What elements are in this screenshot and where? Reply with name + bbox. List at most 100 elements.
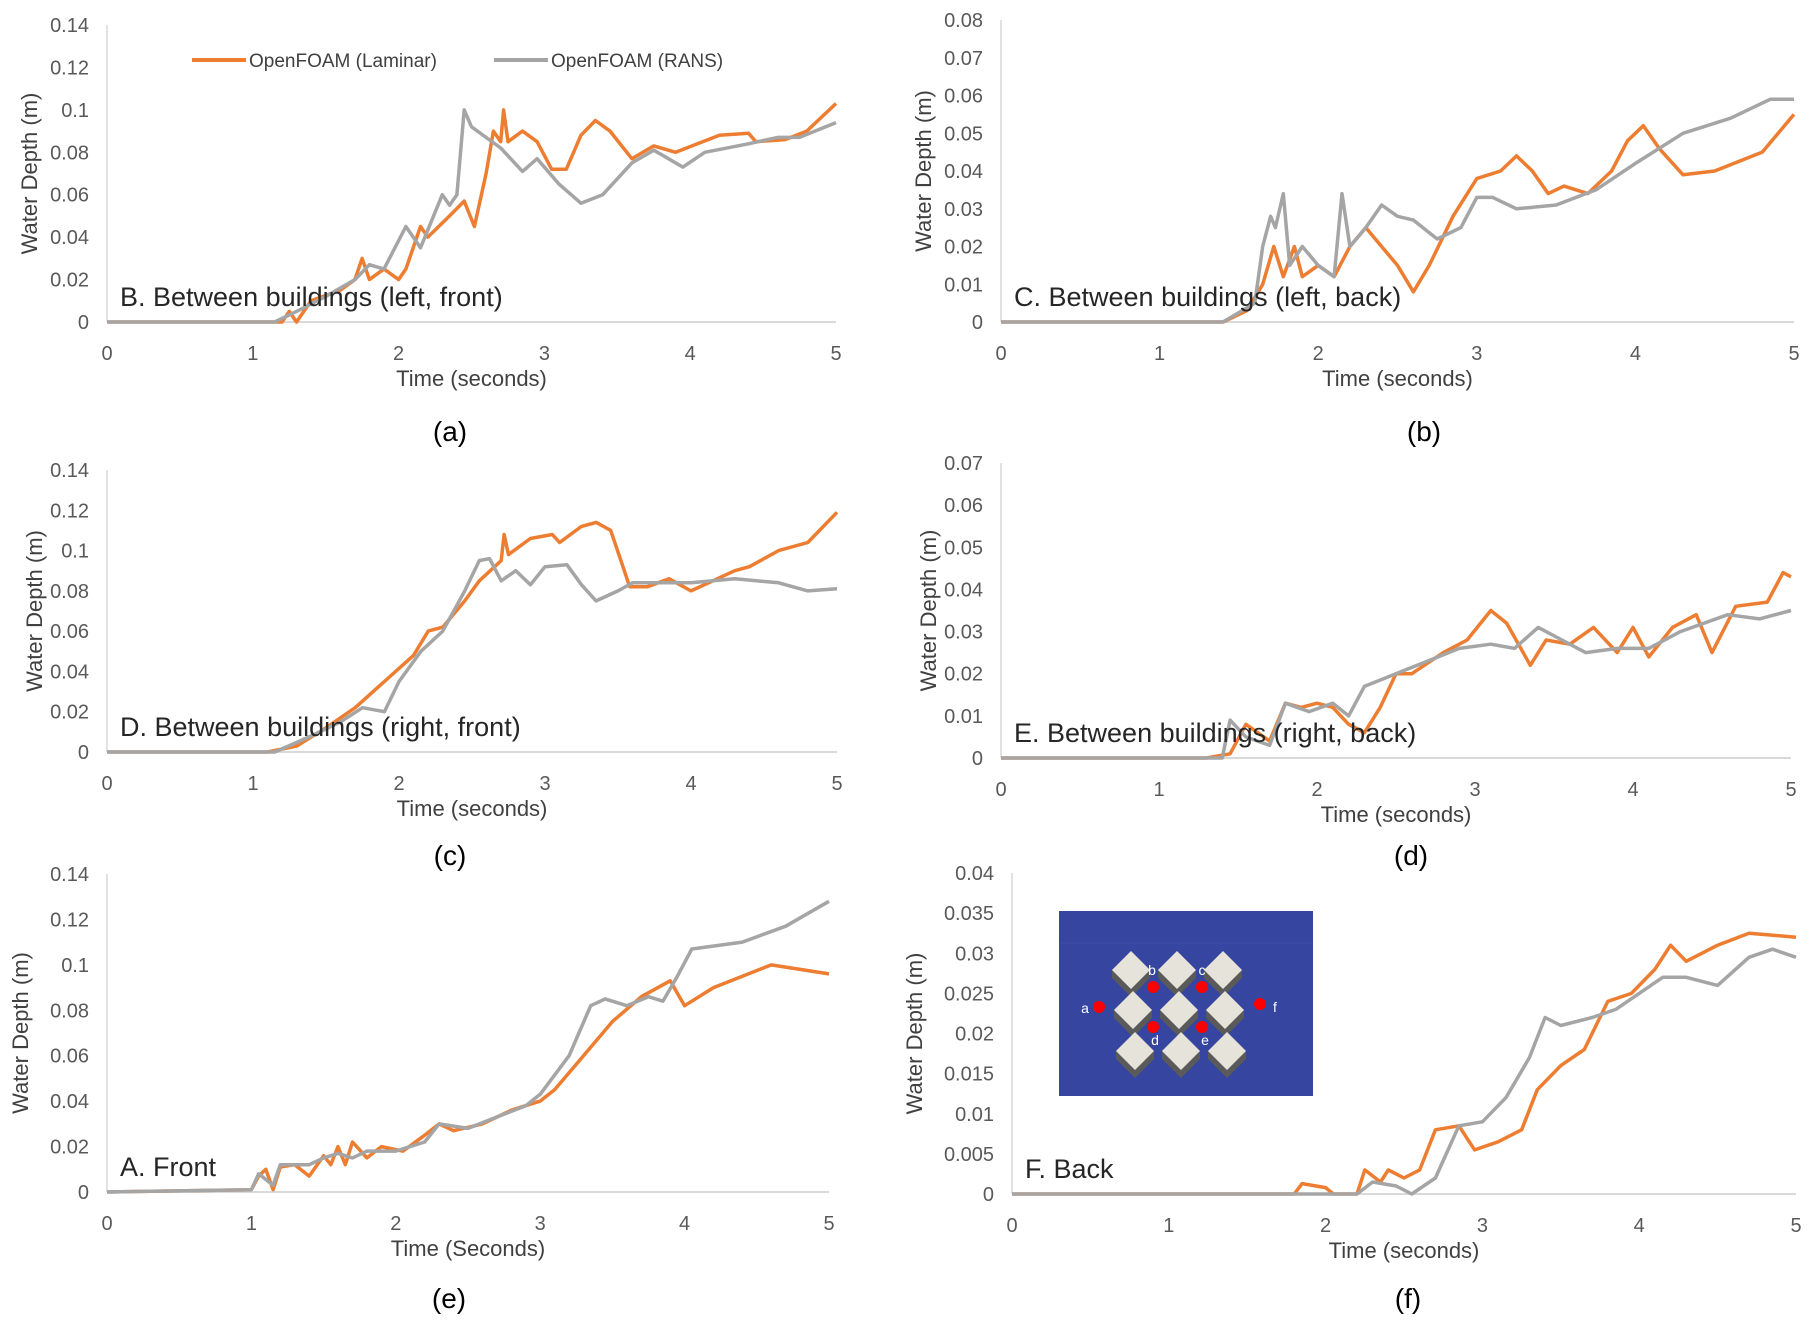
x-tick-label: 4 (1634, 1215, 1645, 1237)
y-axis-title: Water Depth (m) (8, 952, 33, 1114)
x-tick-label: 5 (831, 773, 842, 795)
x-tick-label: 2 (390, 1213, 401, 1235)
y-tick-label: 0 (983, 1184, 994, 1206)
y-axis-title: Water Depth (m) (911, 90, 936, 252)
y-tick-label: 0 (78, 742, 89, 764)
y-tick-label: 0.06 (50, 1046, 89, 1068)
x-tick-label: 1 (246, 1213, 257, 1235)
panel-caption: (d) (1394, 840, 1428, 871)
y-tick-label: 0.05 (944, 537, 983, 559)
probe-marker (1196, 981, 1208, 993)
panel-caption: (c) (434, 840, 467, 871)
x-tick-label: 5 (823, 1213, 834, 1235)
x-tick-label: 4 (679, 1213, 690, 1235)
x-tick-label: 5 (1788, 343, 1799, 365)
y-tick-label: 0.06 (944, 495, 983, 517)
x-tick-label: 3 (1477, 1215, 1488, 1237)
y-tick-label: 0.025 (944, 983, 994, 1005)
x-tick-label: 0 (1006, 1215, 1017, 1237)
y-tick-label: 0.01 (944, 274, 983, 296)
x-tick-label: 1 (1163, 1215, 1174, 1237)
chart-panel-f: 0 0.005 0.01 0.015 0.02 0.025 0.03 0.035 0.04 0 1 2… (902, 863, 1802, 1314)
panel-annotation: A. Front (120, 1152, 217, 1182)
x-tick-label: 3 (1469, 779, 1480, 801)
y-tick-label: 0.12 (50, 500, 89, 522)
panel-caption: (f) (1395, 1283, 1421, 1314)
y-axis-title: Water Depth (m) (916, 530, 941, 692)
x-axis-title: Time (seconds) (1322, 366, 1473, 391)
building-block (1158, 951, 1196, 989)
y-tick-label: 0.04 (50, 1091, 89, 1113)
y-tick-label: 0.035 (944, 903, 994, 925)
y-tick-label: 0 (78, 312, 89, 334)
y-tick-label: 0.06 (944, 86, 983, 108)
x-tick-label: 2 (1313, 343, 1324, 365)
y-tick-label: 0 (972, 748, 983, 770)
x-tick-label: 3 (539, 343, 550, 365)
x-tick-label: 0 (995, 779, 1006, 801)
y-tick-label: 0.04 (944, 579, 983, 601)
chart-panel-a: 0 0.02 0.04 0.06 0.08 0.1 0.12 0.14 0 1 2 3 4 5 Time (… (17, 15, 842, 447)
legend-rans-label: OpenFOAM (RANS) (551, 51, 723, 72)
y-tick-label: 0.01 (944, 706, 983, 728)
x-tick-label: 3 (539, 773, 550, 795)
x-axis-title: Time (seconds) (397, 796, 548, 821)
series-rans-line (1001, 608, 1792, 760)
building-block (1206, 991, 1244, 1029)
legend-laminar-label: OpenFOAM (Laminar) (249, 51, 437, 72)
y-tick-label: 0.08 (50, 581, 89, 603)
x-tick-label: 0 (995, 343, 1006, 365)
y-tick-label: 0.07 (944, 453, 983, 475)
y-tick-label: 0.1 (61, 955, 89, 977)
y-tick-label: 0 (78, 1182, 89, 1204)
building-layout-inset: a b c d e f (1059, 911, 1313, 1096)
building-block (1160, 991, 1198, 1029)
series-rans-line (1001, 97, 1794, 324)
x-tick-label: 4 (685, 343, 696, 365)
x-tick-label: 1 (1153, 779, 1164, 801)
series-rans-line (107, 108, 837, 324)
x-tick-label: 0 (101, 343, 112, 365)
y-tick-label: 0.06 (50, 185, 89, 207)
x-tick-label: 2 (393, 343, 404, 365)
legend: OpenFOAM (Laminar) OpenFOAM (RANS) (192, 51, 723, 72)
y-tick-label: 0.1 (61, 100, 89, 122)
y-tick-label: 0.14 (50, 15, 89, 37)
y-tick-label: 0.02 (955, 1024, 994, 1046)
x-axis-title: Time (seconds) (1329, 1238, 1480, 1263)
building-block (1116, 1032, 1154, 1070)
x-tick-label: 3 (535, 1213, 546, 1235)
building-block (1114, 991, 1152, 1029)
y-tick-label: 0.03 (944, 622, 983, 644)
x-tick-label: 5 (1785, 779, 1796, 801)
y-tick-label: 0.02 (944, 237, 983, 259)
y-tick-label: 0.12 (50, 57, 89, 79)
series-laminar-line (1001, 113, 1796, 324)
y-axis-title: Water Depth (m) (17, 93, 42, 255)
x-axis-title: Time (seconds) (396, 366, 547, 391)
chart-panel-c: 0 0.02 0.04 0.06 0.08 0.1 0.12 0.14 0 1 2 3 4 5 Time (… (22, 460, 843, 871)
probe-label: a (1081, 1000, 1089, 1016)
chart-panel-e: 0 0.02 0.04 0.06 0.08 0.1 0.12 0.14 0 1 2 3 4 5 Time (… (8, 864, 835, 1314)
building-block (1208, 1032, 1246, 1070)
probe-marker (1147, 1021, 1159, 1033)
y-tick-label: 0.03 (944, 199, 983, 221)
x-tick-label: 5 (830, 343, 841, 365)
y-tick-label: 0.005 (944, 1144, 994, 1166)
y-tick-label: 0.04 (50, 227, 89, 249)
panel-annotation: F. Back (1025, 1154, 1114, 1184)
x-tick-label: 0 (101, 1213, 112, 1235)
x-axis-title: Time (Seconds) (391, 1236, 545, 1261)
series-rans-line (107, 556, 838, 754)
x-tick-label: 2 (1320, 1215, 1331, 1237)
y-tick-label: 0.02 (50, 270, 89, 292)
y-tick-label: 0.12 (50, 909, 89, 931)
probe-label: c (1199, 962, 1206, 978)
x-tick-label: 1 (247, 343, 258, 365)
y-tick-label: 0.04 (955, 863, 994, 885)
y-tick-label: 0.02 (944, 664, 983, 686)
probe-label: b (1148, 962, 1156, 978)
y-tick-label: 0.14 (50, 460, 89, 482)
y-tick-label: 0.14 (50, 864, 89, 886)
